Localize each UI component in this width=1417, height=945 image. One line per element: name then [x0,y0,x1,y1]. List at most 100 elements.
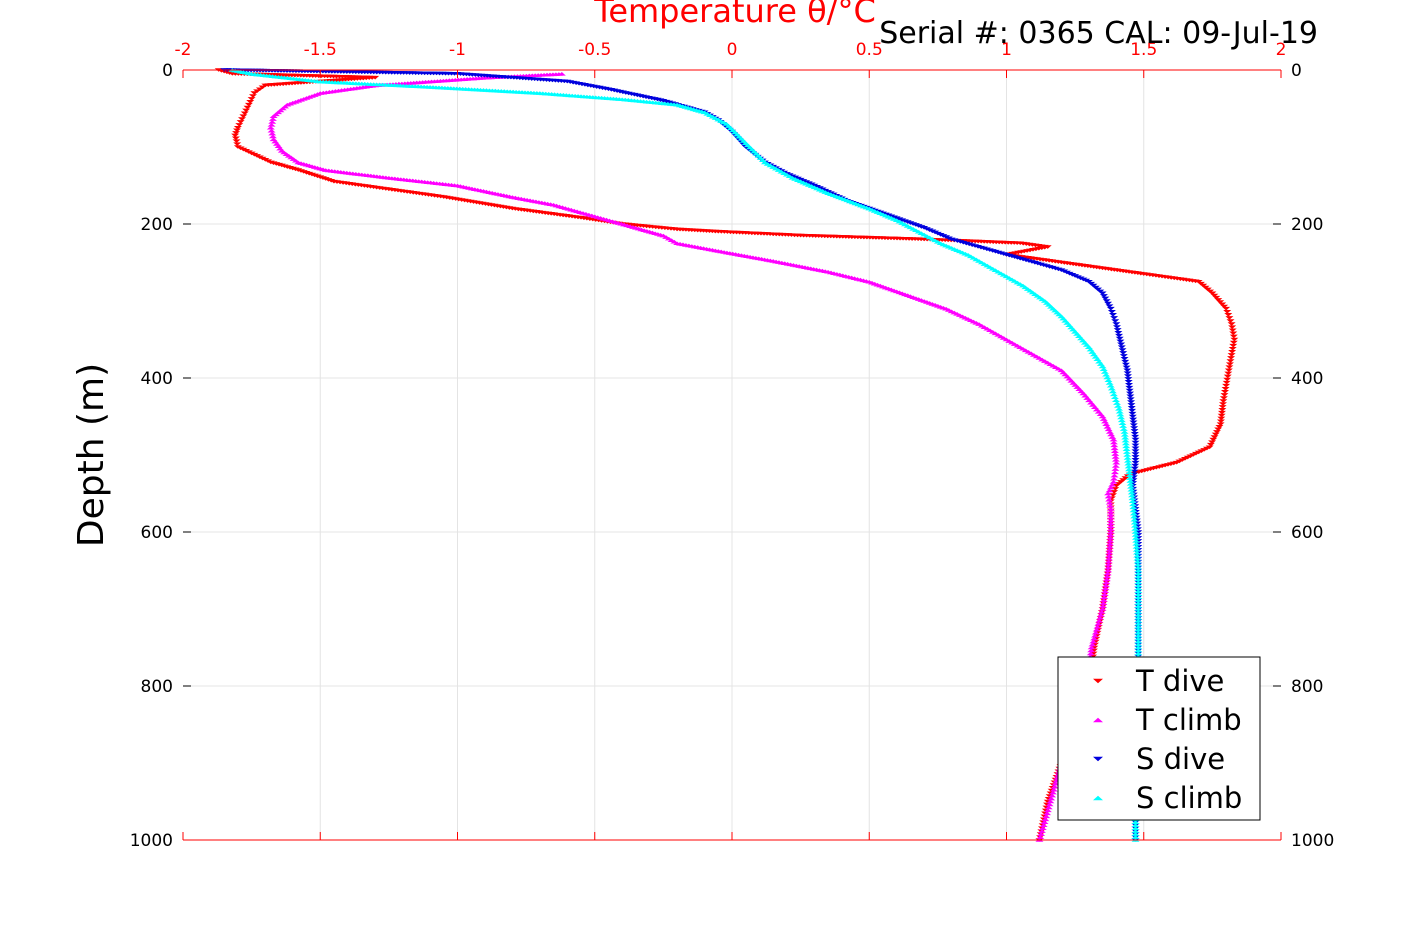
data-point [1134,598,1143,602]
data-point [1122,365,1131,370]
data-point [1119,427,1128,431]
data-point [1206,289,1215,294]
data-point [1090,636,1099,641]
data-point [1130,520,1139,525]
data-point [1110,395,1119,400]
data-point [1226,359,1235,363]
data-point [1110,449,1119,453]
data-point [1124,461,1133,466]
data-point [1111,398,1120,402]
data-point [1125,388,1134,393]
data-point [1126,482,1135,486]
data-point [1121,359,1130,364]
data-point [1133,562,1142,567]
data-point [1112,460,1121,465]
data-point [1132,542,1141,546]
data-point [266,125,275,130]
y-tick-label-right: 800 [1291,677,1323,697]
data-point [238,117,247,121]
data-point [1124,377,1133,381]
data-point [246,99,255,104]
data-point [232,131,241,135]
data-point [1223,374,1232,379]
data-point [1123,458,1132,463]
data-point [1106,485,1115,490]
data-point [1131,449,1140,453]
data-point [1103,424,1112,429]
data-point [1130,514,1139,519]
data-point [1211,432,1220,437]
data-point [1096,613,1105,617]
data-point [1217,410,1226,415]
data-point [1109,392,1118,397]
data-point [1132,550,1141,555]
data-point [1131,820,1140,825]
data-point [1131,832,1140,836]
data-point [1098,414,1107,419]
data-point [258,85,267,90]
data-point [1094,287,1102,292]
data-point [1230,337,1239,342]
data-point [1100,370,1109,374]
data-point [1107,386,1116,391]
x-tick-label: 2 [1276,40,1287,60]
data-point [1132,539,1141,543]
data-point [1089,639,1098,644]
x-tick-label: -2 [175,40,192,60]
data-point [1091,285,1100,290]
data-point [1127,403,1136,407]
data-point [1098,364,1107,369]
data-point [1043,808,1052,813]
data-point [1221,390,1230,394]
data-point [1089,283,1098,288]
data-point [1131,527,1140,531]
data-point [1106,507,1115,511]
data-point [1121,441,1130,446]
data-point [1120,430,1129,434]
data-point [1116,480,1125,484]
data-point [1134,568,1143,573]
data-point [1132,547,1141,552]
data-point [1128,411,1137,416]
data-point [1090,633,1099,638]
data-point [1099,294,1108,298]
data-point [1227,356,1236,360]
data-point [1108,435,1117,439]
y-tick-label-left: 1000 [130,831,173,851]
data-point [1038,826,1047,830]
data-point [1105,304,1114,308]
data-point [1048,793,1057,798]
data-point [1105,542,1114,546]
data-point [1108,389,1117,394]
data-point [1134,627,1143,632]
data-point [1126,397,1135,401]
data-point [1117,345,1126,349]
data-point [1110,446,1119,451]
data-point [1224,313,1233,317]
data-point [1131,826,1140,830]
data-point [1103,375,1112,380]
y-axis-label: Depth (m) [71,363,112,547]
legend-label: S climb [1136,781,1242,815]
data-point [1104,562,1113,567]
data-point [1128,414,1137,419]
data-point [1106,536,1115,540]
data-point [231,136,240,141]
data-point [1111,458,1120,462]
data-point [1225,365,1234,370]
y-tick-label-right: 400 [1291,369,1323,389]
data-point [1134,574,1143,579]
y-tick-label-left: 0 [162,61,173,81]
data-point [1117,415,1126,420]
data-point [1125,470,1134,475]
data-point [1127,490,1136,495]
data-point [1225,316,1234,320]
data-point [1134,622,1143,626]
data-point [1134,595,1143,599]
data-point [1128,499,1137,503]
data-point [1125,385,1134,390]
data-point [268,131,277,136]
data-point [1096,289,1105,294]
data-point [1105,488,1114,493]
x-tick-label: -1 [449,40,466,60]
